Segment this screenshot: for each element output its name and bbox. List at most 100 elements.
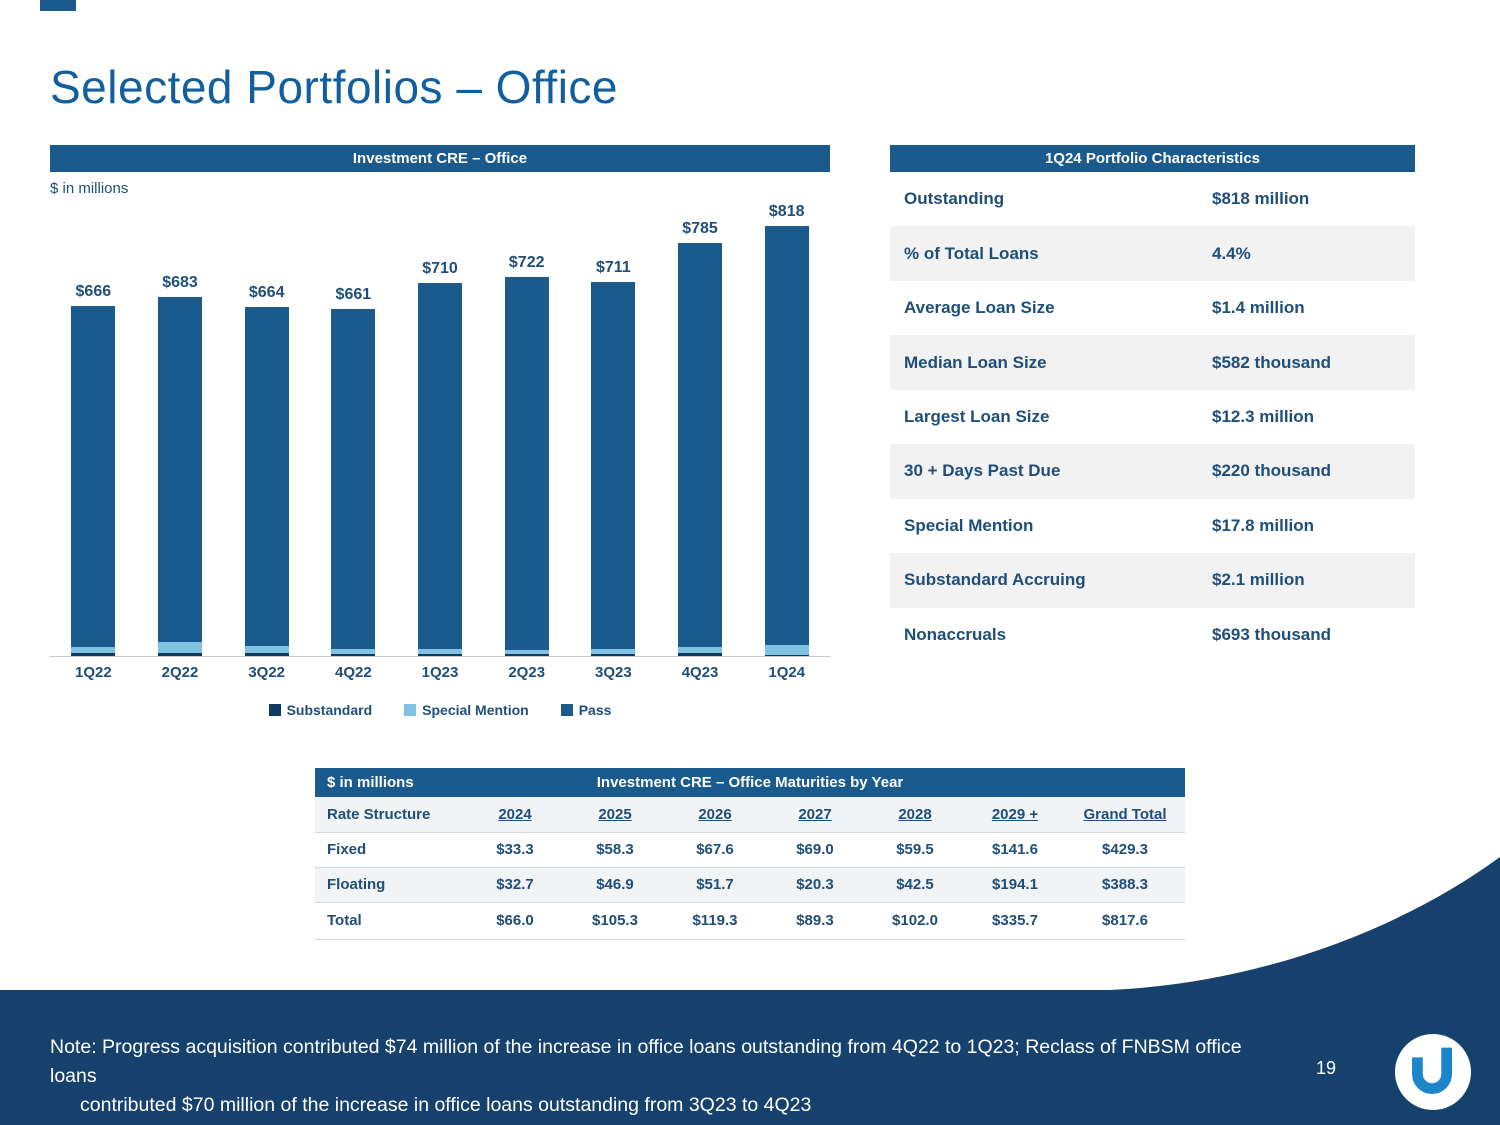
maturities-column-header-text: 2027: [798, 805, 832, 823]
footnote-line2: contributed $70 million of the increase …: [80, 1094, 812, 1116]
characteristic-row: Special Mention $17.8 million: [890, 499, 1415, 553]
bar: [504, 276, 549, 656]
legend-item: Substandard: [268, 702, 372, 718]
x-axis-label: 4Q23: [681, 664, 719, 681]
maturities-column-header: 2025: [565, 797, 665, 833]
characteristic-value: $693 thousand: [1212, 624, 1332, 644]
maturities-table: Rate Structure 2024 2025 2026 2027 2028 2029 +…: [315, 797, 1185, 940]
bar-segment-special-mention: [591, 649, 636, 654]
bar-column: $710: [397, 193, 484, 656]
bar-segment-pass: [244, 306, 289, 647]
chart-x-axis: 1Q22 2Q22 3Q22 4Q22 1Q23 2Q23 3Q23 4Q23 1Q24: [50, 664, 830, 681]
maturities-cell: $89.3: [765, 902, 865, 940]
characteristic-label: Nonaccruals: [904, 624, 1007, 644]
footnote-line1: Note: Progress acquisition contributed $…: [50, 1036, 1242, 1087]
footer-band: [0, 857, 1500, 1125]
legend-swatch: [268, 704, 281, 716]
bar-value-label: $818: [768, 202, 805, 220]
characteristic-row: Nonaccruals $693 thousand: [890, 608, 1415, 662]
characteristic-label: Largest Loan Size: [904, 406, 1050, 426]
x-axis-label: 3Q23: [595, 664, 632, 681]
maturities-column-header-text: 2024: [498, 805, 532, 823]
maturities-column-header: 2024: [465, 797, 565, 833]
legend-swatch: [560, 704, 573, 716]
maturities-cell: $33.3: [465, 832, 565, 868]
bar: [591, 282, 636, 656]
characteristic-value: $582 thousand: [1212, 352, 1332, 372]
bar-column: $661: [310, 193, 397, 656]
chart-units-label: $ in millions: [50, 180, 129, 197]
x-axis-label: 3Q22: [248, 664, 286, 681]
footnote: Note: Progress acquisition contributed $…: [50, 1033, 1270, 1120]
page-number: 19: [1316, 1058, 1337, 1078]
bar-segment-special-mention: [158, 642, 202, 653]
maturities-column-header-text: 2029 +: [991, 805, 1039, 823]
characteristic-label: Outstanding: [904, 189, 1005, 209]
bar-segment-pass: [158, 296, 202, 643]
maturities-cell: $817.6: [1065, 902, 1185, 940]
bar-segment-special-mention: [331, 648, 376, 654]
top-accent-bar: [40, 0, 76, 11]
bar: [71, 306, 116, 656]
characteristic-row: Median Loan Size $582 thousand: [890, 335, 1415, 390]
maturities-title: Investment CRE – Office Maturities by Ye…: [596, 774, 904, 791]
maturities-column-header-text: Grand Total: [1083, 805, 1167, 823]
bar-segment-substandard: [158, 652, 202, 656]
legend-label: Pass: [578, 702, 612, 718]
bar: [418, 282, 463, 656]
characteristic-row: 30 + Days Past Due $220 thousand: [890, 444, 1415, 499]
bar-segment-pass: [591, 282, 636, 650]
maturities-column-header: Rate Structure: [315, 797, 465, 833]
maturities-column-header: 2029 +: [965, 797, 1065, 833]
characteristic-row: Average Loan Size $1.4 million: [890, 281, 1415, 335]
bar-segment-special-mention: [418, 649, 463, 654]
characteristic-value: $12.3 million: [1212, 406, 1315, 426]
bar-segment-pass: [764, 225, 809, 646]
maturities-row-label: Fixed: [315, 832, 465, 868]
maturities-cell: $119.3: [665, 902, 765, 940]
characteristics-table: Outstanding $818 million % of Total Loans 4…: [890, 172, 1415, 662]
maturities-column-header: 2026: [665, 797, 765, 833]
bar-segment-substandard: [591, 653, 636, 656]
bar: [158, 296, 202, 656]
bar-column: $664: [223, 193, 310, 656]
bar-segment-special-mention: [244, 646, 289, 654]
characteristic-row: Outstanding $818 million: [890, 172, 1415, 226]
maturities-column-header-text: 2026: [698, 805, 732, 823]
maturities-cell: $69.0: [765, 832, 865, 868]
maturities-column-header: 2028: [865, 797, 965, 833]
bar: [678, 243, 723, 656]
characteristic-label: % of Total Loans: [904, 243, 1039, 263]
bar-value-label: $722: [508, 253, 545, 271]
bar-chart-plot: $666 $683 $664 $661 $710 $722 $711 $785 $818: [50, 193, 830, 657]
maturities-row-label: Total: [315, 902, 465, 940]
bar-segment-substandard: [71, 653, 116, 656]
maturities-column-header-text: 2025: [598, 805, 632, 823]
x-axis-label: 1Q22: [74, 664, 112, 681]
x-axis-label: 1Q23: [421, 664, 459, 681]
bar-segment-pass: [331, 308, 376, 649]
bar-segment-special-mention: [71, 646, 116, 654]
maturities-cell: $105.3: [565, 902, 665, 940]
characteristic-label: 30 + Days Past Due: [904, 461, 1061, 481]
bar-segment-pass: [678, 243, 723, 648]
bar-value-label: $664: [248, 283, 285, 301]
legend-item: Pass: [560, 702, 612, 718]
bar-value-label: $785: [682, 220, 718, 238]
bar-column: $683: [137, 193, 224, 656]
bar-column: $722: [483, 193, 570, 656]
maturities-cell: $67.6: [665, 832, 765, 868]
maturities-cell: $58.3: [565, 832, 665, 868]
bar-column: $818: [743, 193, 830, 656]
bar-segment-special-mention: [504, 649, 549, 654]
bar-segment-substandard: [678, 652, 723, 656]
characteristic-value: $17.8 million: [1212, 515, 1315, 535]
characteristic-value: $818 million: [1212, 189, 1310, 209]
bar-segment-special-mention: [764, 645, 809, 655]
bar-value-label: $710: [422, 259, 458, 277]
maturities-cell: $102.0: [865, 902, 965, 940]
maturities-cell: $141.6: [965, 832, 1065, 868]
legend-label: Special Mention: [422, 702, 529, 718]
chart-legend: Substandard Special Mention Pass: [50, 702, 830, 718]
